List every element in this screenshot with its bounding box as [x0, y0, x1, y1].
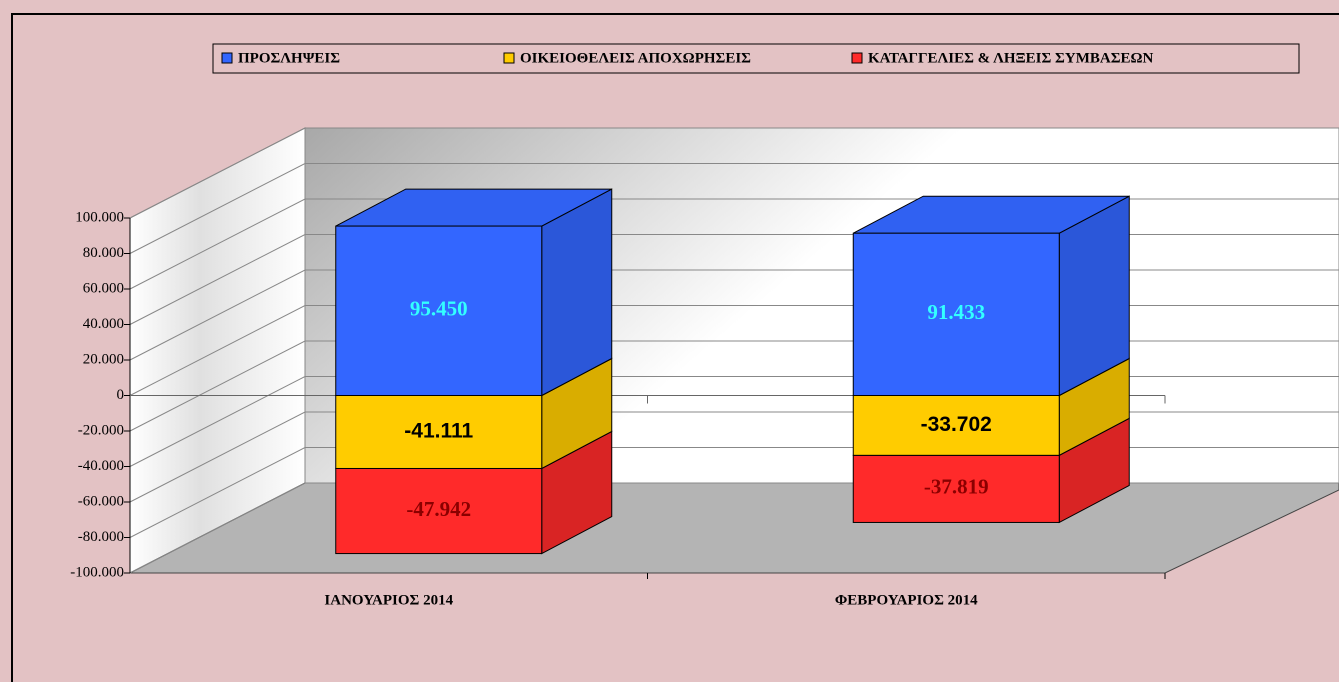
legend-swatch — [503, 52, 515, 64]
y-tick-label: -20.000 — [78, 422, 124, 438]
y-tick-label: -60.000 — [78, 493, 124, 509]
value-label: 95.450 — [410, 297, 468, 321]
y-tick-label: -80.000 — [78, 529, 124, 545]
y-tick-label: -100.000 — [70, 564, 124, 580]
legend-label: ΟΙΚΕΙΟΘΕΛΕΙΣ ΑΠΟΧΩΡΗΣΕΙΣ — [520, 50, 751, 66]
y-tick-label: 60.000 — [83, 280, 124, 296]
grid-line — [129, 127, 1339, 219]
y-tick-label: 0 — [117, 387, 125, 403]
floor — [129, 482, 1339, 574]
value-label: 91.433 — [927, 300, 985, 324]
legend-label: ΚΑΤΑΓΓΕΛΙΕΣ & ΛΗΞΕΙΣ ΣΥΜΒΑΣΕΩΝ — [868, 50, 1154, 66]
y-tick-label: 20.000 — [83, 351, 124, 367]
x-tick-label: ΙΑΝΟΥΑΡΙΟΣ 2014 — [324, 592, 453, 608]
chart-border — [11, 13, 1339, 682]
grid-line — [129, 163, 1339, 254]
bar — [335, 395, 543, 469]
legend: ΠΡΟΣΛΗΨΕΙΣ ΟΙΚΕΙΟΘΕΛΕΙΣ ΑΠΟΧΩΡΗΣΕΙΣ ΚΑΤΑΓΓ… — [212, 43, 1300, 74]
bar — [852, 454, 1060, 523]
legend-label: ΠΡΟΣΛΗΨΕΙΣ — [238, 50, 340, 66]
bar — [852, 232, 1060, 396]
legend-swatch — [851, 52, 863, 64]
value-label: -41.111 — [404, 420, 473, 443]
value-label: -33.702 — [921, 413, 992, 436]
bar — [852, 395, 1060, 456]
value-label: -37.819 — [924, 475, 989, 499]
y-tick-label: 80.000 — [83, 245, 124, 261]
y-tick-label: -40.000 — [78, 458, 124, 474]
legend-box — [212, 43, 1300, 74]
bars: ΙΑΝΟΥΑΡΙΟΣ 2014 -47.942 -41.111 95.450 ΦΕΒΡΟ… — [324, 188, 1130, 608]
bar — [335, 225, 543, 396]
value-label: -47.942 — [406, 497, 471, 521]
bar — [335, 467, 543, 555]
x-tick-label: ΦΕΒΡΟΥΑΡΙΟΣ 2014 — [835, 592, 978, 608]
y-tick-label: 100.000 — [75, 209, 124, 225]
legend-swatch — [221, 52, 233, 64]
y-tick-label: 40.000 — [83, 316, 124, 332]
grid: -100.000 -80.000 -60.000 -40.000 -20.000 0 20.… — [70, 127, 1339, 580]
